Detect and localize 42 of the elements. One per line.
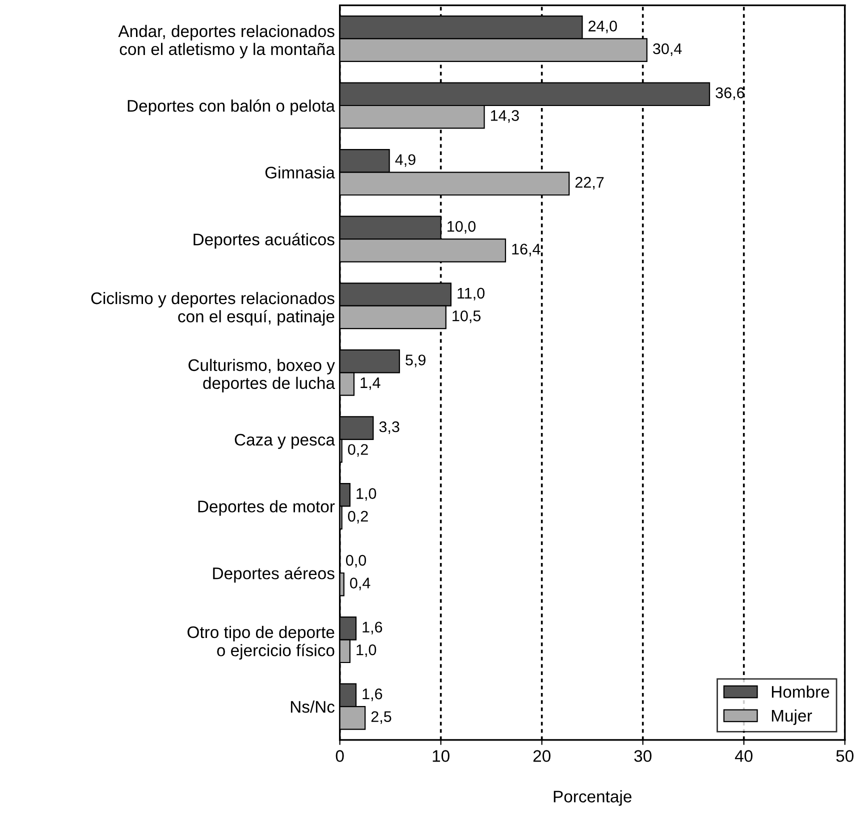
y-tick-label: Andar, deportes relacionados con el atletismo y la montaña — [118, 24, 335, 58]
data-label: 1,6 — [362, 622, 382, 634]
data-label: 0,0 — [346, 554, 366, 568]
data-label: 3,3 — [379, 421, 400, 434]
legend-label: Hombre — [772, 686, 830, 698]
data-label: 22,7 — [575, 176, 604, 190]
data-label: 0,2 — [348, 510, 368, 524]
data-label: 0,4 — [350, 578, 370, 590]
data-label: 0,2 — [348, 444, 368, 457]
data-label: 4,9 — [395, 154, 416, 167]
data-label: 14,3 — [490, 110, 519, 123]
x-tick-label: 10 — [432, 750, 450, 762]
x-tick-label: 30 — [634, 750, 652, 762]
data-label: 30,4 — [653, 43, 682, 56]
y-tick-label: Deportes aéreos — [213, 566, 334, 583]
y-tick-label: Ns/Nc — [290, 700, 335, 713]
legend-label: Mujer — [772, 709, 812, 725]
y-tick-label: Otro tipo de deporte o ejercicio físico — [188, 626, 334, 660]
data-label: 1,0 — [356, 644, 376, 658]
data-label: 2,5 — [371, 711, 392, 724]
data-label: 1,6 — [362, 688, 382, 702]
data-label: 36,6 — [716, 87, 744, 100]
x-tick-label: 0 — [336, 750, 344, 762]
data-label: 10,5 — [452, 310, 481, 324]
data-label: 16,4 — [512, 244, 540, 256]
y-tick-label: Culturismo, boxeo y deportes de lucha — [188, 358, 335, 392]
y-tick-label: Ciclismo y deportes relacionados con el esquí, patinaje — [91, 292, 334, 326]
y-tick-label: Deportes acuáticos — [194, 232, 334, 249]
y-tick-label: Deportes de motor — [198, 500, 335, 516]
x-tick-label: 20 — [533, 750, 550, 762]
x-tick-label: 40 — [734, 750, 752, 762]
data-label: 11,0 — [458, 288, 485, 300]
data-label: 1,0 — [356, 488, 376, 501]
data-label: 5,9 — [406, 354, 426, 368]
y-tick-label: Caza y pesca — [234, 434, 335, 449]
x-axis-title: Porcentaje — [554, 790, 632, 806]
x-tick-label: 50 — [836, 750, 854, 762]
data-label: 10,0 — [448, 221, 476, 234]
data-label: 24,0 — [588, 20, 617, 34]
y-tick-label: Gimnasia — [265, 166, 335, 178]
data-label: 1,4 — [360, 377, 380, 390]
y-tick-label: Deportes con balón o pelota — [128, 99, 335, 116]
